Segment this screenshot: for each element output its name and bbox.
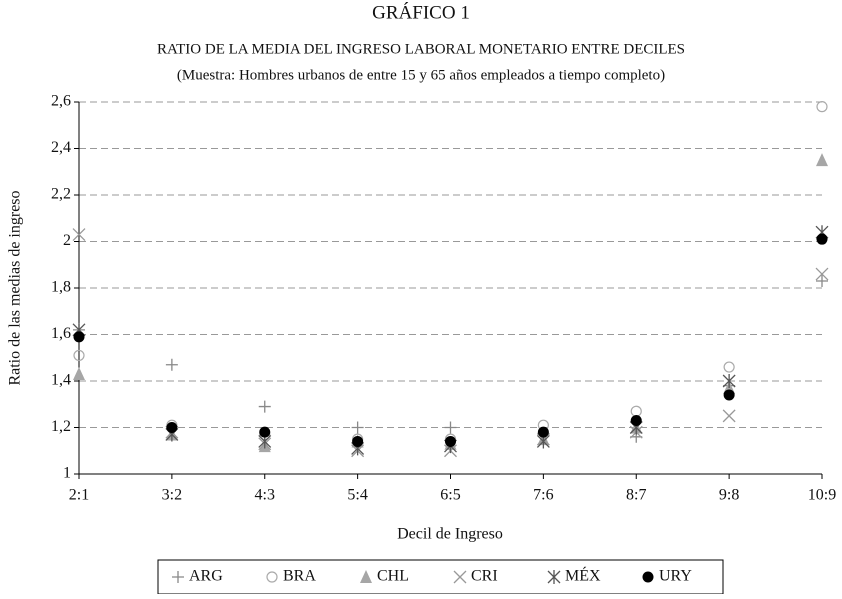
y-tick-label: 1,6 xyxy=(51,325,71,342)
point xyxy=(815,267,829,281)
legend-marker xyxy=(453,570,467,584)
legend-label: URY xyxy=(659,568,692,585)
legend-label: BRA xyxy=(283,568,316,585)
point xyxy=(723,389,735,401)
y-tick-label: 1,2 xyxy=(51,418,71,435)
point xyxy=(352,435,364,447)
point xyxy=(816,233,828,245)
legend-marker xyxy=(266,571,278,583)
chart-title: GRÁFICO 1 xyxy=(372,1,470,23)
legend-label: ARG xyxy=(189,568,223,585)
y-axis-label: Ratio de las medias de ingreso xyxy=(7,190,24,385)
point xyxy=(258,400,271,413)
legend-label: CHL xyxy=(377,568,409,585)
x-tick-label: 8:7 xyxy=(626,487,646,504)
point xyxy=(816,101,828,113)
x-tick-label: 3:2 xyxy=(162,487,182,504)
x-tick-label: 5:4 xyxy=(347,487,367,504)
point xyxy=(722,374,736,388)
y-tick-label: 1,8 xyxy=(51,279,71,296)
y-tick-label: 2 xyxy=(63,232,71,249)
legend-label: MÉX xyxy=(565,566,601,585)
legend-marker xyxy=(172,571,184,583)
legend-marker xyxy=(547,570,561,584)
y-tick-label: 2,2 xyxy=(51,186,71,203)
point xyxy=(630,415,642,427)
x-tick-label: 6:5 xyxy=(440,487,460,504)
chart-subtitle: RATIO DE LA MEDIA DEL INGRESO LABORAL MO… xyxy=(157,41,685,57)
x-tick-label: 9:8 xyxy=(719,487,739,504)
point xyxy=(165,358,178,371)
point xyxy=(73,367,85,381)
x-axis-label: Decil de Ingreso xyxy=(397,526,503,543)
point xyxy=(73,349,85,361)
point xyxy=(72,228,86,241)
point xyxy=(722,409,736,423)
legend-marker xyxy=(642,571,654,583)
legend-box xyxy=(157,559,724,595)
point xyxy=(445,435,456,447)
point xyxy=(73,331,85,343)
x-tick-label: 10:9 xyxy=(808,487,836,504)
legend-marker xyxy=(360,570,372,583)
y-tick-label: 2,6 xyxy=(51,93,71,110)
point xyxy=(444,421,457,434)
point xyxy=(166,422,178,433)
point xyxy=(537,426,549,438)
y-tick-label: 1 xyxy=(63,465,71,482)
point xyxy=(816,153,828,167)
y-tick-label: 1,4 xyxy=(51,372,71,389)
point xyxy=(259,426,271,438)
y-tick-label: 2,4 xyxy=(51,139,71,156)
x-tick-label: 4:3 xyxy=(255,487,275,504)
legend-label: CRI xyxy=(471,568,498,585)
x-tick-label: 2:1 xyxy=(69,487,89,504)
x-tick-label: 7:6 xyxy=(533,487,553,504)
point xyxy=(351,421,364,434)
point xyxy=(630,405,642,417)
chart-note: (Muestra: Hombres urbanos de entre 15 y … xyxy=(177,67,665,83)
point xyxy=(723,361,735,373)
point xyxy=(816,275,828,288)
